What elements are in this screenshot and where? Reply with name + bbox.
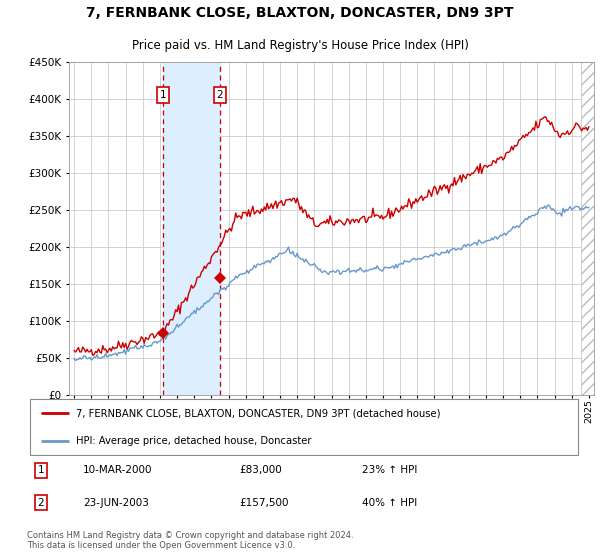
Text: 7, FERNBANK CLOSE, BLAXTON, DONCASTER, DN9 3PT (detached house): 7, FERNBANK CLOSE, BLAXTON, DONCASTER, D… [76,408,440,418]
Text: 1: 1 [160,90,167,100]
Text: 1: 1 [38,465,44,475]
Text: Price paid vs. HM Land Registry's House Price Index (HPI): Price paid vs. HM Land Registry's House … [131,39,469,53]
Text: 23-JUN-2003: 23-JUN-2003 [83,498,149,508]
Text: £83,000: £83,000 [239,465,282,475]
Text: 40% ↑ HPI: 40% ↑ HPI [362,498,417,508]
Text: HPI: Average price, detached house, Doncaster: HPI: Average price, detached house, Donc… [76,436,311,446]
Text: 23% ↑ HPI: 23% ↑ HPI [362,465,417,475]
Text: Contains HM Land Registry data © Crown copyright and database right 2024.
This d: Contains HM Land Registry data © Crown c… [27,531,353,550]
Text: 7, FERNBANK CLOSE, BLAXTON, DONCASTER, DN9 3PT: 7, FERNBANK CLOSE, BLAXTON, DONCASTER, D… [86,6,514,20]
Text: £157,500: £157,500 [239,498,289,508]
Text: 2: 2 [217,90,223,100]
Text: 2: 2 [38,498,44,508]
Bar [581,62,594,395]
Text: 10-MAR-2000: 10-MAR-2000 [83,465,152,475]
Bar [163,62,220,395]
FancyBboxPatch shape [30,399,578,455]
